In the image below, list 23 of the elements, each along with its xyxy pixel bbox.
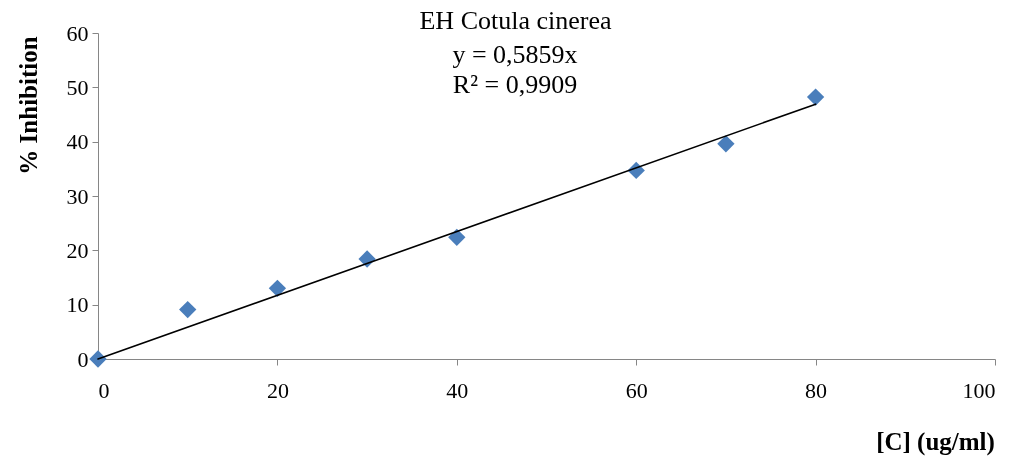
y-tick-label: 20 [66,237,89,263]
x-tick-label: 0 [98,377,110,403]
x-tick-label: 20 [266,377,289,403]
annotation: y = 0,5859x [452,40,578,69]
point [179,300,197,319]
y-tick-label: 40 [66,129,89,155]
y-tick-label: 30 [66,183,89,209]
point [717,135,735,153]
x-tick-label: 40 [446,377,469,403]
y-tick-label: 50 [66,74,89,100]
y-axis-title: % Inhibition [14,36,42,175]
point [89,350,107,368]
x-tick-label: 80 [805,377,828,403]
x-tick-label: 100 [962,377,996,403]
y-tick-label: 10 [66,292,89,318]
x-axis-title: [C] (ug/ml) [876,427,995,456]
x-tick-label: 60 [625,377,648,403]
point [268,279,287,298]
point [806,88,825,106]
chart-title: EH Cotula cinerea [419,6,612,35]
y-tick-label: 60 [66,20,89,46]
annotation: R² = 0,9909 [452,70,578,99]
y-tick-label: 0 [77,346,89,372]
